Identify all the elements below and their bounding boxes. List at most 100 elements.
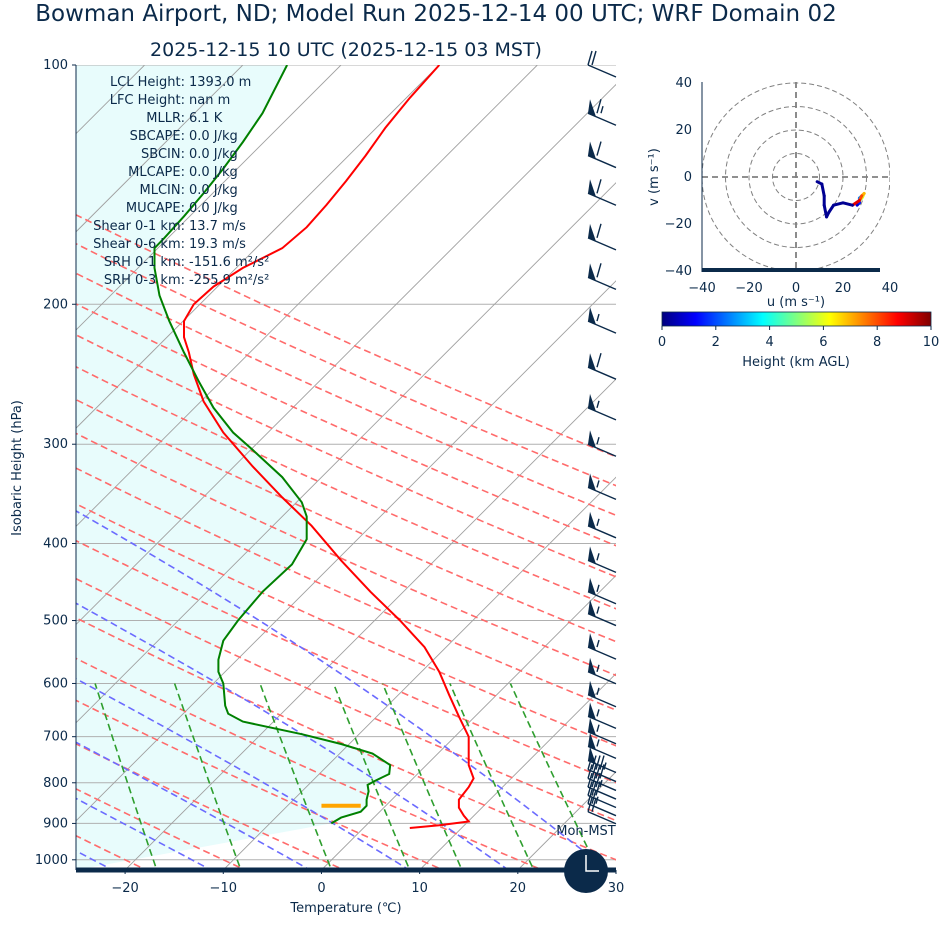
dry-adiabat-line xyxy=(76,213,616,458)
hodograph-segment xyxy=(841,201,854,207)
y-tick-labels: 100 200 300 400 500 600 700 800 900 1000 xyxy=(35,58,76,868)
dry-adiabat-line xyxy=(76,242,616,487)
colorbar-label: Height (km AGL) xyxy=(742,355,850,370)
x-axis-label: Temperature (℃) xyxy=(289,901,401,916)
temperature-profile-line xyxy=(183,65,475,829)
mixing-ratio-lines xyxy=(94,683,600,870)
wind-barb xyxy=(587,599,617,627)
sounding-stats-block: LCL Height: 1393.0 m LFC Height: nan m MLLR:… xyxy=(93,75,269,288)
colorbar-gradient xyxy=(661,311,932,327)
stat-value: 0.0 J/kg xyxy=(189,183,238,198)
x-tick-label: −10 xyxy=(210,881,237,896)
height-colorbar: 0 2 4 6 8 10 Height (km AGL) xyxy=(658,311,939,370)
dry-adiabat-line xyxy=(76,467,616,711)
isotherm-line xyxy=(76,65,440,429)
wind-barb xyxy=(587,473,617,501)
moist-adiabat-lines xyxy=(76,510,609,870)
mixing-ratio-line xyxy=(173,683,242,870)
wind-barb xyxy=(587,179,617,206)
y-tick-label: 700 xyxy=(43,730,68,745)
y-tick-label: 400 xyxy=(43,537,68,552)
colorbar-tick-label: 0 xyxy=(658,335,666,350)
y-tick-label: 300 xyxy=(43,437,68,452)
dry-adiabat-line xyxy=(76,302,616,547)
hodograph-x-label: u (m s⁻¹) xyxy=(767,295,825,310)
x-tick-label: −20 xyxy=(111,881,138,896)
hodograph-plot: −40 −20 0 20 40 −40 −20 0 20 40 u (m s⁻¹) v (m s⁻… xyxy=(647,76,898,310)
y-tick-label: 200 xyxy=(43,297,68,312)
isotherm-line xyxy=(714,65,940,870)
isotherm-line xyxy=(124,378,616,870)
stat-value: -151.6 m²/s² xyxy=(189,255,269,270)
hodograph-trace xyxy=(815,180,866,219)
y-tick-label: 600 xyxy=(43,676,68,691)
y-axis-label: Isobaric Height (hPa) xyxy=(10,400,25,536)
isotherm-line xyxy=(76,280,616,822)
wind-barb xyxy=(587,781,617,809)
x-tick-label: 20 xyxy=(510,881,527,896)
isotherm-line xyxy=(419,672,616,870)
isotherm-line xyxy=(76,65,244,233)
wind-barb xyxy=(587,141,617,169)
isotherm-line xyxy=(76,65,538,528)
isotherm-lines xyxy=(76,65,940,870)
dry-adiabat-line xyxy=(76,742,347,870)
x-tick-labels: −20 −10 0 10 20 30 xyxy=(111,870,624,896)
stat-value: 1393.0 m xyxy=(189,75,251,90)
stat-value: 6.1 K xyxy=(189,111,223,126)
stat-label: SRH 0-1 km: xyxy=(104,255,185,270)
stat-value: 19.3 m/s xyxy=(189,237,246,252)
wind-barb xyxy=(587,633,617,660)
colorbar-tick-label: 10 xyxy=(923,335,940,350)
wind-barb-column xyxy=(587,50,617,825)
y-tick-label: 100 xyxy=(43,58,68,73)
stat-value: 0.0 J/kg xyxy=(189,129,238,144)
stat-label: LFC Height: xyxy=(110,93,185,108)
y-tick-label: 500 xyxy=(43,614,68,629)
chart-title: Bowman Airport, ND; Model Run 2025-12-14… xyxy=(35,1,836,27)
moist-adiabat-line xyxy=(76,741,312,870)
mixing-ratio-line xyxy=(94,683,158,870)
wind-barb xyxy=(587,50,617,78)
hodograph-x-tick: −40 xyxy=(688,281,715,296)
isotherm-line xyxy=(615,869,616,870)
stat-value: 0.0 J/kg xyxy=(189,201,238,216)
x-tick-label: 30 xyxy=(608,881,625,896)
stat-label: SRH 0-3 km: xyxy=(104,273,185,288)
hodograph-y-tick: 40 xyxy=(675,76,692,91)
isotherm-line xyxy=(76,65,342,331)
dry-adiabat-line xyxy=(76,577,616,822)
isobar-gridlines xyxy=(76,65,616,861)
wind-barb xyxy=(587,263,617,290)
x-tick-label: 0 xyxy=(317,881,325,896)
colorbar-tick-labels: 0 2 4 6 8 10 xyxy=(658,326,939,350)
wind-barb xyxy=(587,577,617,605)
wind-barb xyxy=(587,223,617,251)
stat-label: SBCAPE: xyxy=(130,129,185,144)
isotherm-line xyxy=(76,182,616,724)
stat-value: nan m xyxy=(189,93,230,108)
stat-label: Shear 0-6 km: xyxy=(93,237,185,252)
mixing-ratio-line xyxy=(381,683,463,870)
wind-barb xyxy=(587,702,617,730)
stat-value: -255.9 m²/s² xyxy=(189,273,269,288)
wind-barb xyxy=(587,717,617,745)
colorbar-tick-label: 4 xyxy=(765,335,773,350)
dry-adiabat-line xyxy=(76,616,616,861)
dewpoint-profile-line xyxy=(153,65,392,825)
colorbar-tick-label: 2 xyxy=(712,335,720,350)
dry-adiabat-line xyxy=(76,502,616,747)
y-tick-label: 1000 xyxy=(35,853,68,868)
isotherm-line xyxy=(517,771,616,870)
wind-barb xyxy=(587,732,617,760)
stat-label: MLCAPE: xyxy=(128,165,185,180)
hodograph-tick-labels: −40 −20 0 20 40 −40 −20 0 20 40 xyxy=(665,76,899,296)
stat-label: MLCIN: xyxy=(140,183,185,198)
hodograph-segment xyxy=(815,180,824,186)
hodograph-y-tick: −20 xyxy=(665,217,692,232)
wind-barb xyxy=(587,307,617,334)
moist-adiabat-line xyxy=(76,602,510,870)
hodograph-segment xyxy=(832,201,845,207)
y-tick-label: 900 xyxy=(43,816,68,831)
